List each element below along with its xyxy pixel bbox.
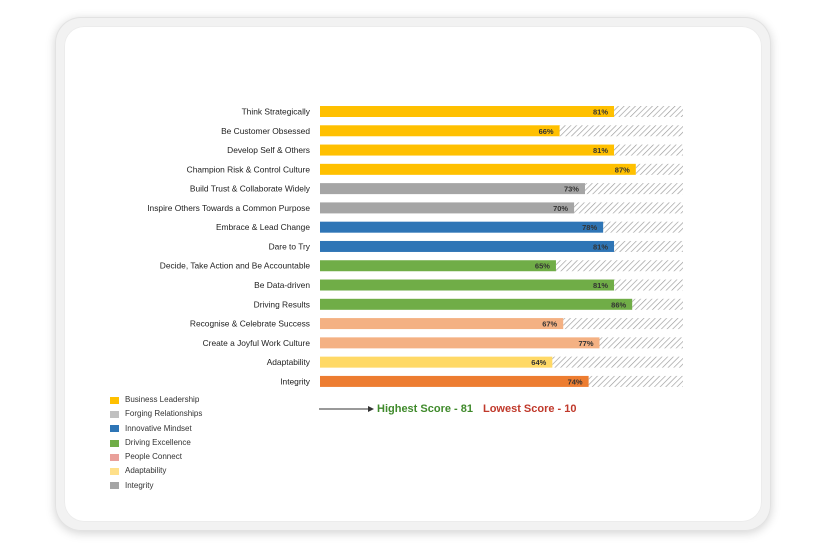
legend-swatch — [110, 468, 119, 476]
bar-remainder — [563, 318, 683, 330]
bar-remainder — [614, 279, 683, 291]
category-label: Dare to Try — [269, 241, 311, 251]
category-label: Create a Joyful Work Culture — [203, 338, 311, 348]
bar-remainder — [584, 183, 683, 195]
category-label: Be Data-driven — [254, 280, 310, 290]
value-label: 67% — [542, 320, 557, 329]
bar-remainder — [614, 144, 683, 156]
value-label: 64% — [531, 358, 546, 367]
bar — [320, 356, 553, 368]
score-summary: Highest Score - 81 Lowest Score - 10 — [319, 403, 577, 415]
value-label: 86% — [611, 300, 626, 309]
category-label: Embrace & Lead Change — [216, 222, 310, 232]
bar — [320, 163, 636, 175]
legend-item: Innovative Mindset — [110, 422, 202, 436]
bar — [320, 144, 615, 156]
bar — [320, 337, 600, 349]
category-label: Recognise & Celebrate Success — [190, 319, 310, 329]
bar-remainder — [632, 298, 683, 310]
value-label: 78% — [582, 223, 597, 232]
bar — [320, 375, 589, 387]
value-label: 81% — [593, 108, 608, 117]
legend-swatch — [110, 396, 119, 404]
bar — [320, 202, 575, 214]
value-label: 81% — [593, 281, 608, 290]
bar — [320, 106, 615, 117]
bar-remainder — [574, 202, 683, 214]
bar-remainder — [635, 163, 683, 175]
value-label: 74% — [568, 377, 583, 386]
bar — [320, 260, 556, 272]
category-label: Decide, Take Action and Be Accountable — [160, 261, 311, 271]
bar-remainder — [614, 240, 683, 252]
bar — [320, 221, 604, 233]
category-label: Build Trust & Collaborate Widely — [190, 184, 311, 194]
value-label: 66% — [539, 127, 554, 136]
legend-label: Integrity — [125, 480, 154, 490]
bar-remainder — [555, 260, 683, 272]
bar — [320, 240, 615, 252]
legend-item: Integrity — [110, 479, 202, 493]
category-label: Be Customer Obsessed — [221, 126, 310, 136]
value-label: 87% — [615, 165, 630, 174]
legend-label: Driving Excellence — [125, 437, 191, 447]
category-label: Integrity — [280, 376, 311, 386]
bar-remainder — [599, 337, 683, 349]
highest-score-text: Highest Score - 81 — [377, 403, 473, 415]
legend-label: Business Leadership — [125, 395, 200, 404]
legend-swatch — [110, 410, 119, 418]
value-label: 65% — [535, 262, 550, 271]
legend-swatch — [110, 453, 119, 461]
bar — [320, 318, 564, 330]
chart-legend: Business Leadership Forging Relationships… — [110, 393, 202, 493]
bar-remainder — [559, 125, 683, 137]
value-label: 81% — [593, 242, 608, 251]
legend-label: Adaptability — [125, 466, 167, 476]
value-label: 77% — [578, 339, 593, 348]
category-label: Adaptability — [267, 357, 311, 367]
legend-item: Driving Excellence — [110, 436, 202, 450]
legend-label: Forging Relationships — [125, 409, 203, 419]
category-label: Champion Risk & Control Culture — [187, 164, 311, 174]
bar — [320, 298, 633, 310]
bar-remainder — [614, 106, 683, 117]
bar — [320, 183, 585, 195]
legend-swatch — [110, 439, 119, 447]
bar-remainder — [603, 221, 683, 233]
legend-swatch — [110, 425, 119, 433]
category-label: Think Strategically — [242, 107, 311, 117]
legend-item: Business Leadership — [110, 393, 202, 407]
legend-item: People Connect — [110, 450, 202, 464]
lowest-score-text: Lowest Score - 10 — [482, 403, 577, 415]
bar — [320, 279, 615, 291]
value-label: 70% — [553, 204, 568, 213]
category-label: Driving Results — [254, 299, 310, 309]
legend-label: Innovative Mindset — [125, 423, 192, 433]
value-label: 81% — [593, 146, 608, 155]
category-label: Inspire Others Towards a Common Purpose — [147, 203, 310, 213]
legend-item: Adaptability — [110, 464, 202, 478]
bar-remainder — [552, 356, 683, 368]
category-label: Develop Self & Others — [227, 145, 310, 155]
legend-label: People Connect — [125, 452, 182, 462]
legend-item: Forging Relationships — [110, 407, 202, 421]
bar — [320, 125, 560, 137]
value-label: 73% — [564, 185, 579, 194]
arrow-right-icon — [319, 406, 374, 412]
legend-swatch — [110, 482, 119, 490]
bar-remainder — [588, 375, 683, 387]
